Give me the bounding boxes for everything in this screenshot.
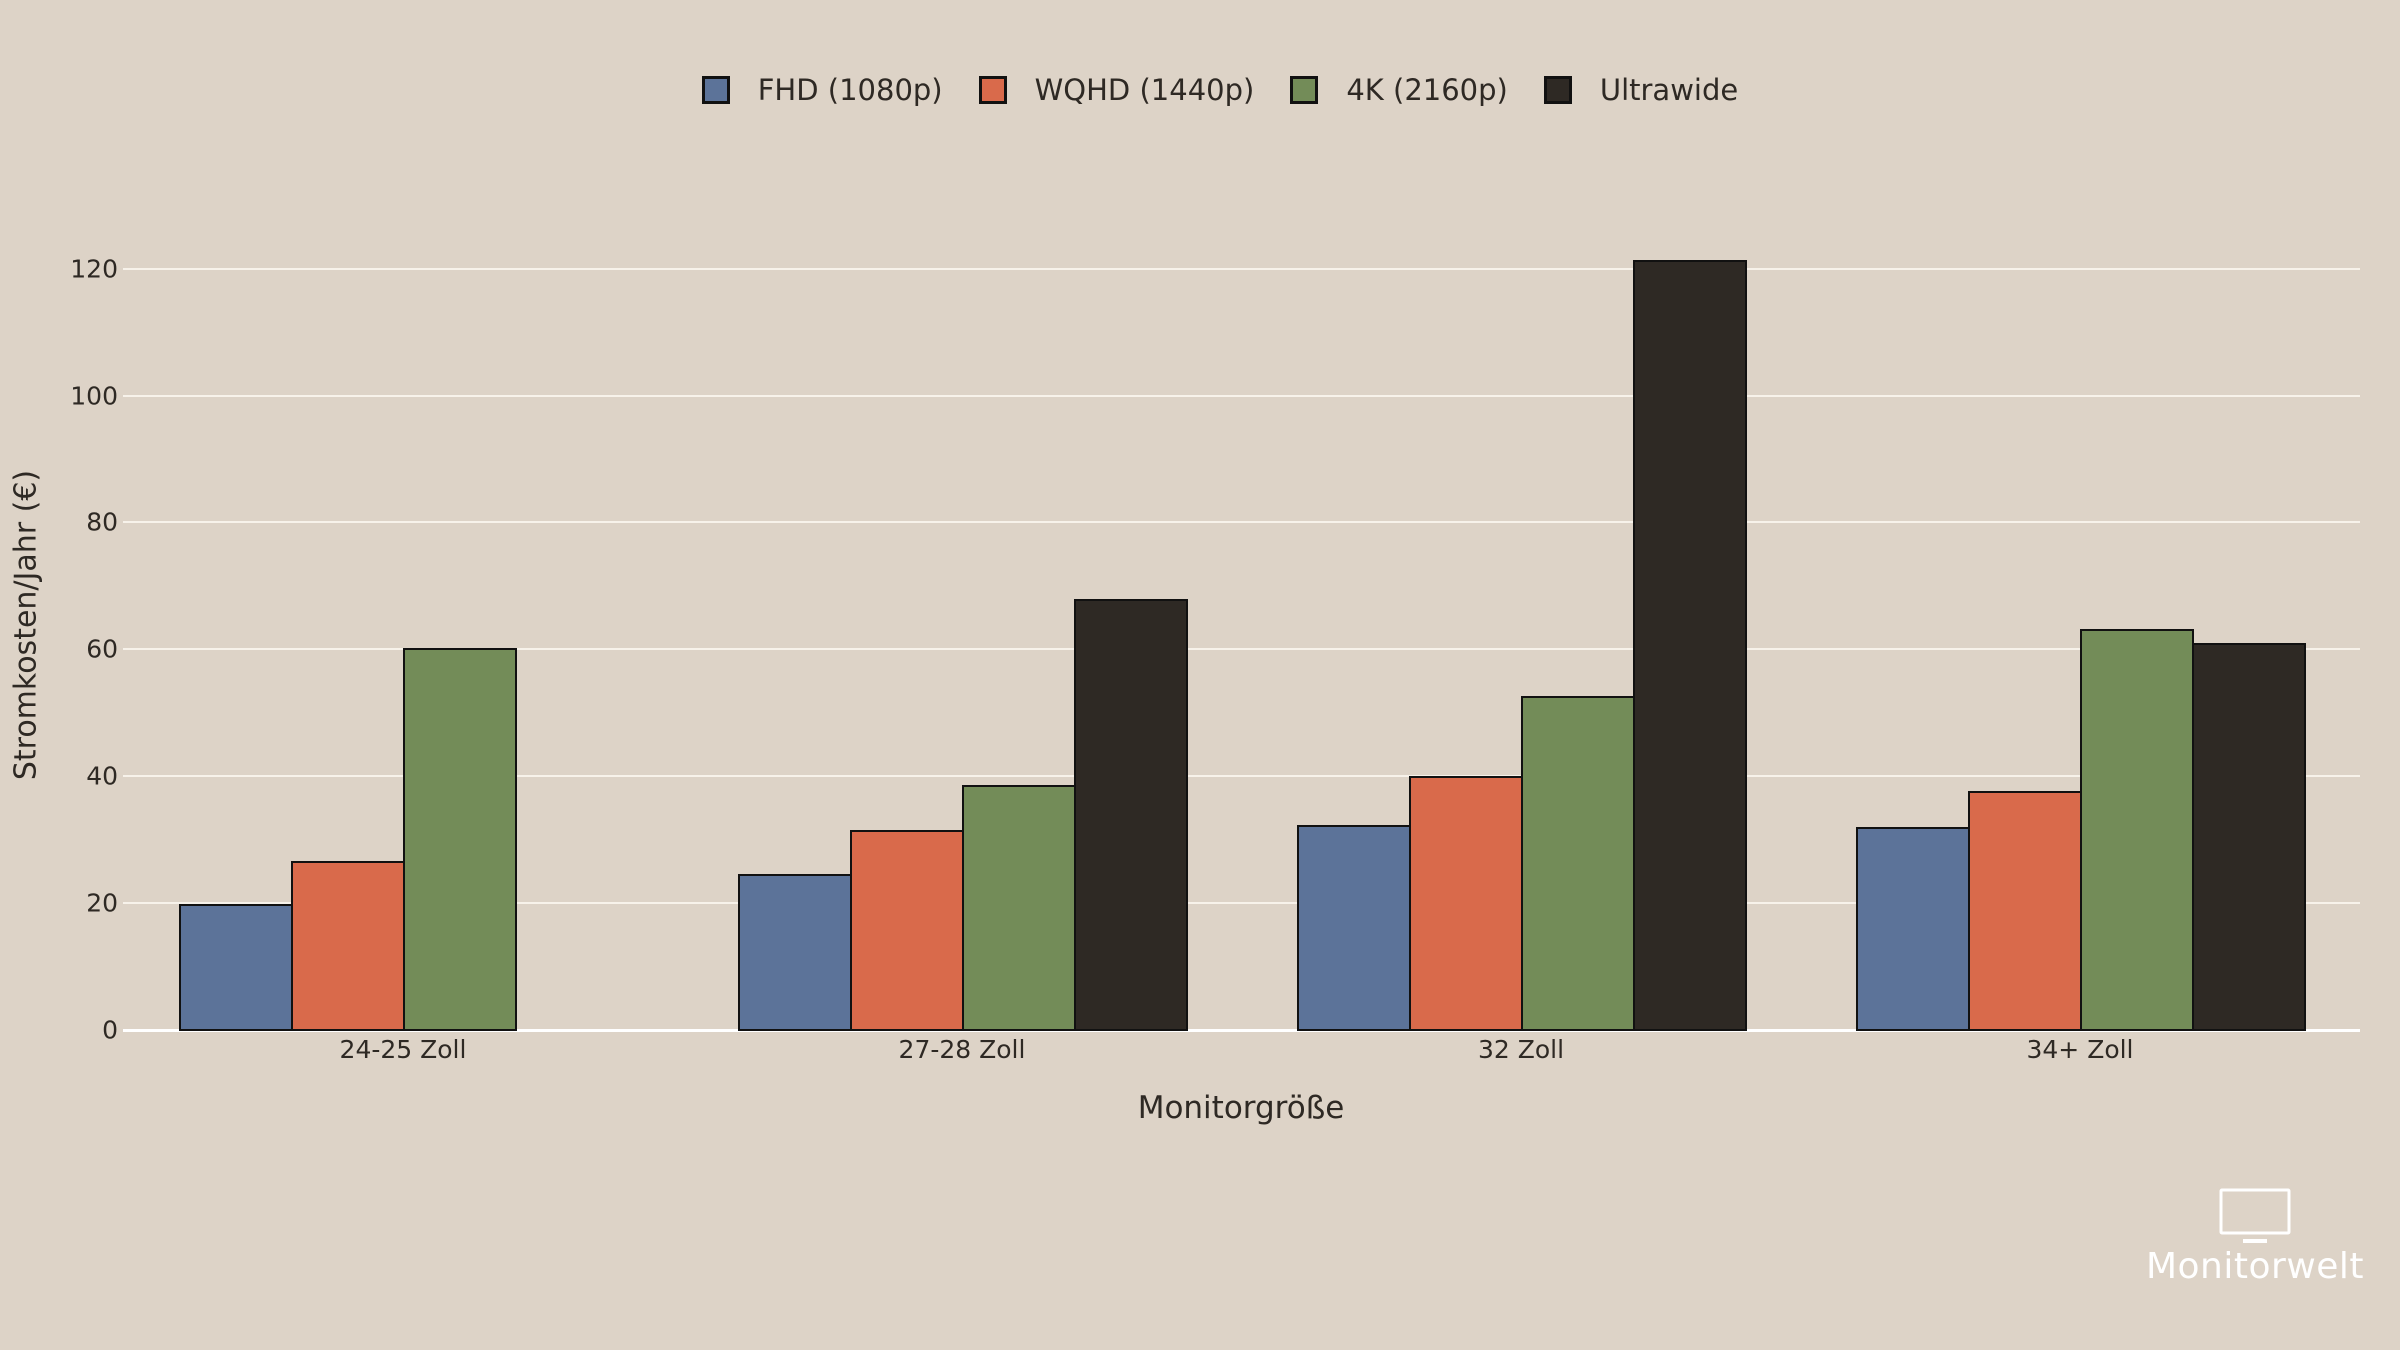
- x-tick-label: 32 Zoll: [1477, 1035, 1565, 1064]
- y-tick-label: 40: [86, 761, 118, 791]
- legend-item-ultrawide[interactable]: Ultrawide: [1543, 73, 1739, 107]
- bar-wqhd-1440p-2[interactable]: [1409, 776, 1523, 1031]
- legend-label-fhd: FHD (1080p): [757, 73, 943, 107]
- y-tick-label: 120: [70, 254, 118, 284]
- legend-item-4k[interactable]: 4K (2160p): [1290, 73, 1508, 107]
- bar-4k-2160p-0[interactable]: [403, 648, 517, 1031]
- x-tick-label: 27-28 Zoll: [898, 1035, 1026, 1064]
- x-tick-label: 24-25 Zoll: [339, 1035, 467, 1064]
- legend-swatch-fhd: [701, 76, 730, 104]
- bar-ultrawide-1[interactable]: [1074, 598, 1188, 1031]
- bar-fhd-1080p-1[interactable]: [738, 873, 852, 1031]
- y-tick-label: 20: [86, 888, 118, 918]
- bar-4k-2160p-1[interactable]: [962, 785, 1076, 1031]
- y-axis-title: Stromkosten/Jahr (€): [8, 469, 44, 781]
- bar-ultrawide-2[interactable]: [1633, 259, 1747, 1031]
- bar-4k-2160p-2[interactable]: [1521, 696, 1635, 1031]
- y-tick-label: 100: [70, 381, 118, 410]
- bar-wqhd-1440p-0[interactable]: [291, 861, 405, 1031]
- gridline-20: [123, 902, 2360, 905]
- gridline-0: [123, 1029, 2360, 1032]
- legend-item-wqhd[interactable]: WQHD (1440p): [978, 73, 1255, 107]
- chart-legend: FHD (1080p) WQHD (1440p) 4K (2160p) Ultr…: [0, 70, 2400, 110]
- legend-label-ultrawide: Ultrawide: [1599, 73, 1739, 107]
- legend-label-wqhd: WQHD (1440p): [1034, 73, 1255, 107]
- brand-logo: Monitorwelt: [2145, 1188, 2365, 1287]
- bar-4k-2160p-3[interactable]: [2080, 628, 2194, 1031]
- bar-ultrawide-3[interactable]: [2192, 642, 2306, 1031]
- gridline-40: [123, 775, 2360, 778]
- legend-item-fhd[interactable]: FHD (1080p): [701, 73, 943, 107]
- gridline-60: [123, 648, 2360, 651]
- gridline-100: [123, 394, 2360, 397]
- legend-swatch-4k: [1290, 76, 1319, 104]
- bar-fhd-1080p-2[interactable]: [1297, 825, 1411, 1031]
- bar-wqhd-1440p-3[interactable]: [1968, 791, 2082, 1031]
- legend-swatch-ultrawide: [1543, 76, 1572, 104]
- legend-label-4k: 4K (2160p): [1346, 73, 1508, 107]
- bar-wqhd-1440p-1[interactable]: [850, 830, 964, 1031]
- monitor-icon: [2219, 1188, 2291, 1243]
- y-tick-label: 60: [86, 634, 118, 664]
- gridline-120: [123, 267, 2360, 270]
- gridline-80: [123, 521, 2360, 524]
- legend-swatch-wqhd: [978, 76, 1007, 104]
- bar-fhd-1080p-3[interactable]: [1856, 826, 1970, 1031]
- brand-name: Monitorwelt: [2145, 1246, 2365, 1287]
- x-axis-title: Monitorgröße: [1137, 1090, 1345, 1126]
- bar-fhd-1080p-0[interactable]: [179, 904, 293, 1031]
- x-tick-label: 34+ Zoll: [2026, 1035, 2134, 1064]
- y-tick-label: 80: [86, 507, 118, 537]
- y-tick-label: 0: [102, 1015, 118, 1045]
